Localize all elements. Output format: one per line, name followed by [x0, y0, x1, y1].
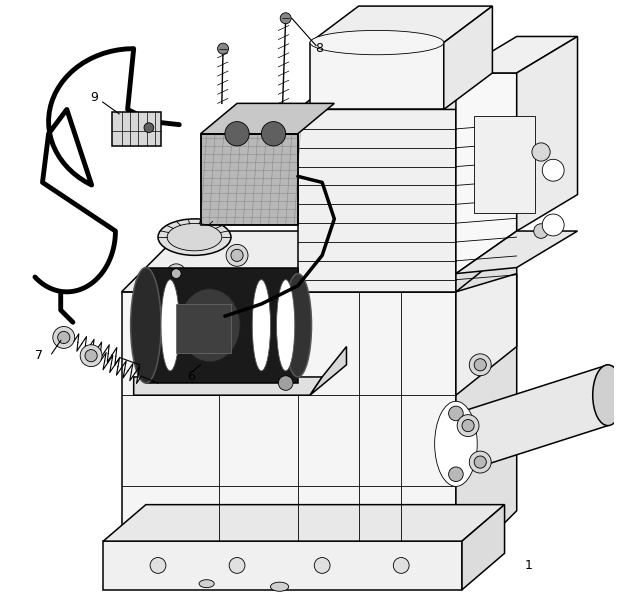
Circle shape: [278, 376, 293, 390]
Ellipse shape: [310, 30, 444, 55]
Circle shape: [225, 122, 249, 146]
Circle shape: [53, 326, 74, 348]
Polygon shape: [310, 6, 492, 43]
Circle shape: [393, 558, 409, 573]
Polygon shape: [456, 61, 516, 292]
Polygon shape: [456, 36, 577, 73]
Circle shape: [469, 354, 491, 376]
Circle shape: [534, 224, 548, 238]
Polygon shape: [298, 61, 516, 109]
Circle shape: [226, 244, 248, 266]
Ellipse shape: [277, 280, 294, 371]
Ellipse shape: [131, 268, 161, 383]
Circle shape: [474, 456, 486, 468]
Ellipse shape: [158, 219, 231, 255]
Bar: [474, 116, 535, 213]
Circle shape: [218, 43, 229, 54]
Polygon shape: [456, 73, 516, 274]
Circle shape: [462, 420, 474, 432]
Polygon shape: [134, 377, 322, 395]
Circle shape: [280, 13, 291, 24]
Ellipse shape: [179, 289, 240, 362]
Circle shape: [171, 269, 181, 278]
Circle shape: [469, 451, 491, 473]
Circle shape: [231, 249, 243, 261]
Polygon shape: [122, 231, 516, 292]
Circle shape: [229, 558, 245, 573]
Polygon shape: [310, 347, 347, 395]
Circle shape: [449, 406, 463, 421]
Circle shape: [147, 311, 157, 321]
Circle shape: [457, 415, 479, 437]
Circle shape: [150, 558, 166, 573]
Polygon shape: [104, 505, 505, 541]
Ellipse shape: [284, 274, 311, 377]
Polygon shape: [456, 365, 608, 474]
Circle shape: [474, 359, 486, 371]
Circle shape: [542, 159, 564, 181]
Polygon shape: [456, 231, 577, 274]
Polygon shape: [462, 505, 505, 590]
Circle shape: [532, 143, 550, 161]
Ellipse shape: [270, 582, 289, 591]
Polygon shape: [444, 6, 492, 109]
Polygon shape: [112, 112, 161, 146]
Circle shape: [58, 331, 70, 344]
Text: 1: 1: [525, 559, 533, 572]
Polygon shape: [298, 109, 456, 292]
Ellipse shape: [167, 224, 222, 251]
Circle shape: [449, 467, 463, 482]
Circle shape: [542, 214, 564, 236]
Circle shape: [314, 558, 330, 573]
Circle shape: [144, 123, 154, 133]
Ellipse shape: [593, 365, 620, 426]
Circle shape: [80, 345, 102, 367]
Polygon shape: [200, 103, 334, 134]
Text: 8: 8: [315, 42, 323, 55]
Text: 6: 6: [187, 370, 195, 384]
Polygon shape: [104, 541, 462, 590]
Polygon shape: [200, 134, 298, 225]
Polygon shape: [456, 231, 516, 572]
Ellipse shape: [252, 280, 270, 371]
Polygon shape: [310, 43, 444, 109]
Polygon shape: [516, 36, 577, 231]
Polygon shape: [146, 268, 298, 383]
Ellipse shape: [435, 401, 477, 486]
Text: 7: 7: [35, 349, 43, 362]
Circle shape: [167, 264, 186, 283]
Bar: [176, 304, 231, 353]
Ellipse shape: [199, 580, 215, 587]
Ellipse shape: [441, 413, 471, 474]
Circle shape: [142, 306, 162, 326]
Polygon shape: [122, 292, 456, 572]
Text: 9: 9: [91, 91, 98, 104]
Polygon shape: [456, 274, 516, 395]
Circle shape: [85, 350, 97, 362]
Text: ereplacementparts.com: ereplacementparts.com: [177, 319, 443, 338]
Circle shape: [262, 122, 286, 146]
Ellipse shape: [161, 280, 179, 371]
